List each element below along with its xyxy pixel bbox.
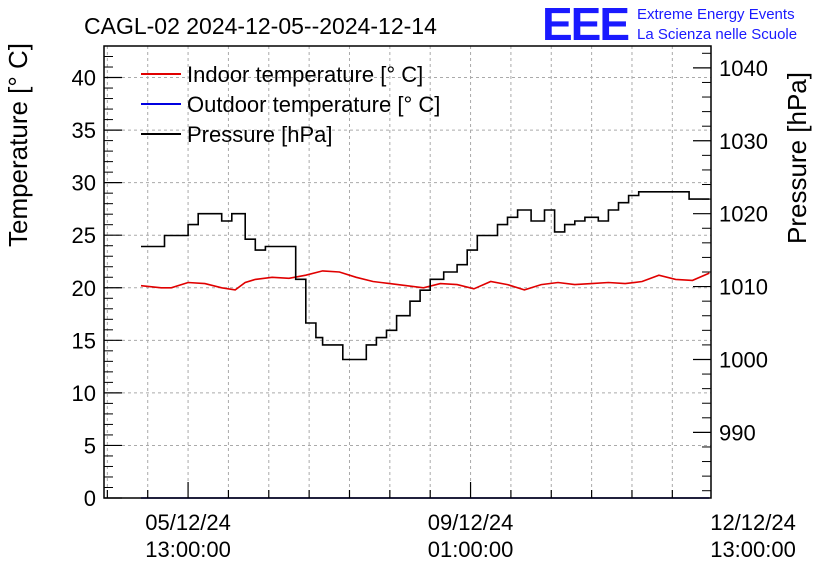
series-layer bbox=[140, 191, 710, 499]
y2-tick-label: 990 bbox=[719, 420, 756, 445]
y-tick-label: 25 bbox=[72, 223, 96, 248]
legend-label-2: Pressure [hPa] bbox=[187, 122, 333, 147]
y2-tick-label: 1030 bbox=[719, 129, 768, 154]
y-tick-label: 5 bbox=[84, 433, 96, 458]
y-tick-label: 20 bbox=[72, 276, 96, 301]
logo-line-1: Extreme Energy Events bbox=[637, 6, 795, 23]
y-tick-label: 10 bbox=[72, 381, 96, 406]
x-tick-date: 12/12/24 bbox=[710, 510, 796, 535]
legend-label-0: Indoor temperature [° C] bbox=[187, 62, 423, 87]
logo-line-2: La Scienza nelle Scuole bbox=[637, 26, 797, 43]
x-tick-time: 13:00:00 bbox=[710, 537, 796, 562]
y-tick-label: 15 bbox=[72, 328, 96, 353]
y2-tick-label: 1020 bbox=[719, 202, 768, 227]
y2-axis-label: Pressure [hPa] bbox=[782, 72, 812, 244]
y-tick-label: 30 bbox=[72, 171, 96, 196]
x-tick-time: 01:00:00 bbox=[428, 537, 514, 562]
legend-label-1: Outdoor temperature [° C] bbox=[187, 92, 440, 117]
x-tick-time: 13:00:00 bbox=[145, 537, 231, 562]
chart-title: CAGL-02 2024-12-05--2024-12-14 bbox=[84, 13, 437, 39]
y-tick-label: 0 bbox=[84, 486, 96, 511]
x-tick-date: 05/12/24 bbox=[145, 510, 231, 535]
y-tick-label: 40 bbox=[72, 66, 96, 91]
series-line-0 bbox=[140, 270, 710, 291]
axes-layer: 0 5 10 15 20 25 30 35 40 990 1000 1010 1020 1030 1040 0… bbox=[72, 45, 796, 562]
eee-logo: EEE bbox=[542, 0, 628, 50]
series-line-2 bbox=[141, 191, 710, 361]
y-axis-label: Temperature [° C] bbox=[3, 43, 33, 247]
y-tick-label: 35 bbox=[72, 118, 96, 143]
legend: Indoor temperature [° C] Outdoor temperat… bbox=[141, 62, 440, 147]
y2-tick-label: 1010 bbox=[719, 275, 768, 300]
x-tick-date: 09/12/24 bbox=[428, 510, 514, 535]
y2-tick-label: 1000 bbox=[719, 347, 768, 372]
y2-tick-label: 1040 bbox=[719, 56, 768, 81]
